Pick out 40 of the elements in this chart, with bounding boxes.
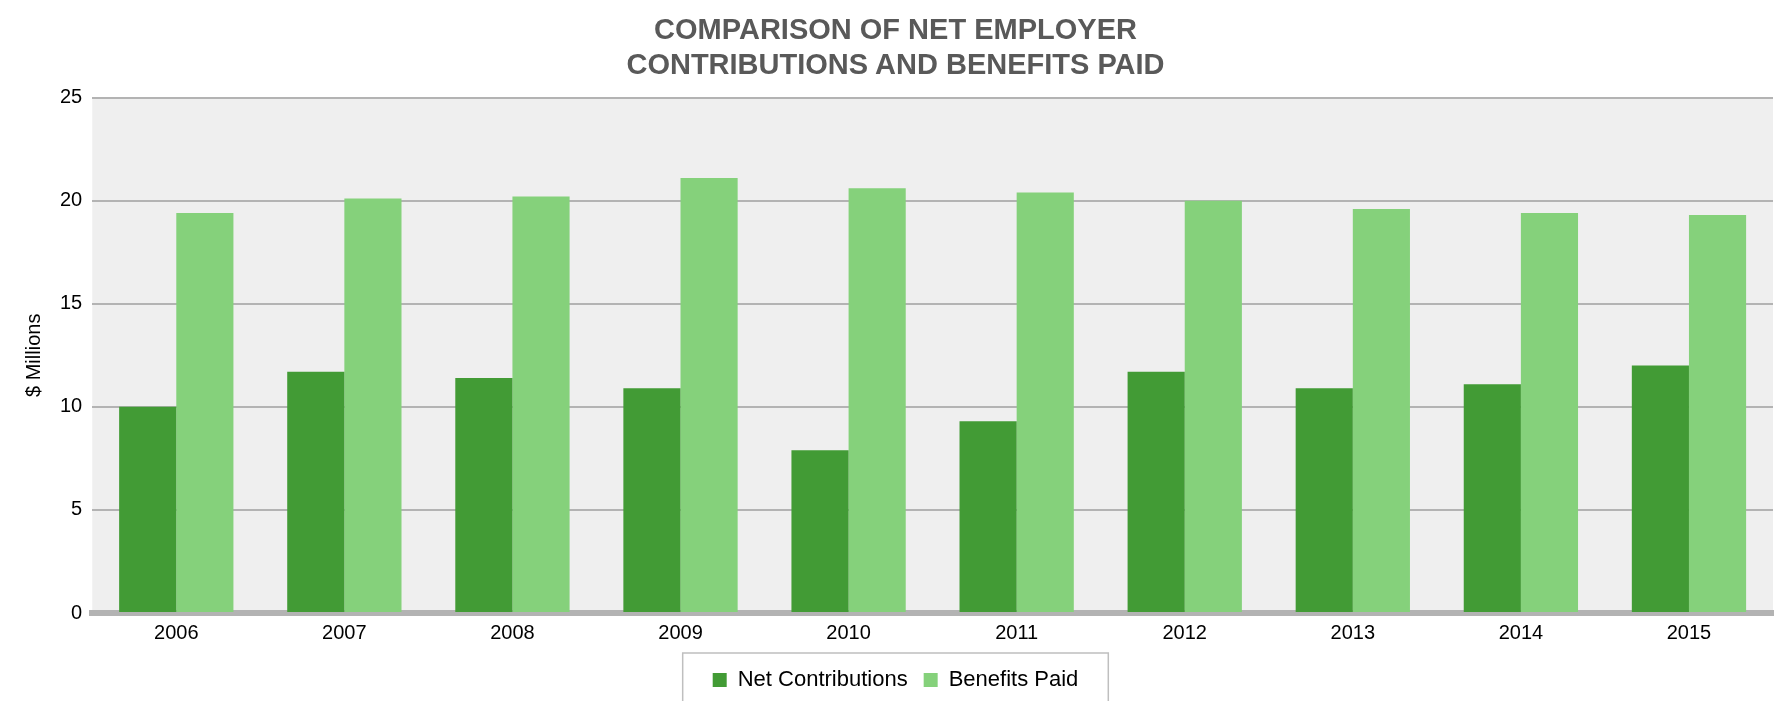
bar bbox=[1520, 213, 1579, 612]
x-tick-label: 2012 bbox=[1162, 620, 1207, 643]
bar bbox=[1463, 384, 1521, 612]
bar bbox=[512, 196, 570, 612]
bar bbox=[791, 450, 849, 612]
x-tick-label: 2006 bbox=[154, 620, 199, 643]
y-tick-label: 20 bbox=[60, 188, 83, 211]
x-tick-label: 2015 bbox=[1666, 620, 1712, 643]
bar bbox=[623, 388, 681, 612]
y-tick-label: 0 bbox=[71, 600, 83, 623]
x-tick-label: 2009 bbox=[658, 620, 703, 643]
bar bbox=[1352, 208, 1410, 612]
x-tick-label: 2011 bbox=[995, 620, 1039, 643]
x-tick-label: 2010 bbox=[826, 620, 871, 643]
chart-title: COMPARISON OF NET EMPLOYER CONTRIBUTIONS AND BENEFITS PAID bbox=[626, 13, 1165, 81]
bar bbox=[959, 421, 1017, 612]
bar bbox=[1295, 388, 1353, 612]
x-tick-label: 2008 bbox=[490, 620, 535, 643]
y-tick-label: 25 bbox=[60, 85, 83, 108]
bar bbox=[1016, 192, 1074, 612]
legend-label: Benefits Paid bbox=[948, 666, 1079, 692]
bar bbox=[455, 377, 513, 612]
y-tick-label: 10 bbox=[60, 394, 83, 417]
bar bbox=[287, 371, 345, 612]
bar bbox=[119, 406, 177, 612]
bar bbox=[1688, 215, 1747, 612]
y-tick-label: 15 bbox=[60, 291, 83, 314]
bar bbox=[344, 198, 402, 612]
y-tick-label: 5 bbox=[71, 497, 83, 520]
x-tick-label: 2014 bbox=[1498, 620, 1544, 643]
bar bbox=[848, 188, 906, 612]
bar bbox=[1631, 365, 1689, 612]
bar bbox=[176, 213, 234, 612]
y-axis-title: $ Millions bbox=[21, 313, 44, 397]
legend-label: Net Contributions bbox=[737, 666, 908, 692]
bar bbox=[1127, 371, 1185, 612]
x-tick-label: 2007 bbox=[322, 620, 367, 643]
bar bbox=[1184, 200, 1242, 612]
bar bbox=[680, 178, 738, 612]
x-tick-label: 2013 bbox=[1330, 620, 1376, 643]
